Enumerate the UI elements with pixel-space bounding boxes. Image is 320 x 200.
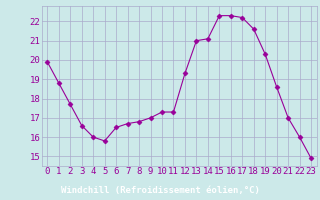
Text: Windchill (Refroidissement éolien,°C): Windchill (Refroidissement éolien,°C): [60, 186, 260, 195]
